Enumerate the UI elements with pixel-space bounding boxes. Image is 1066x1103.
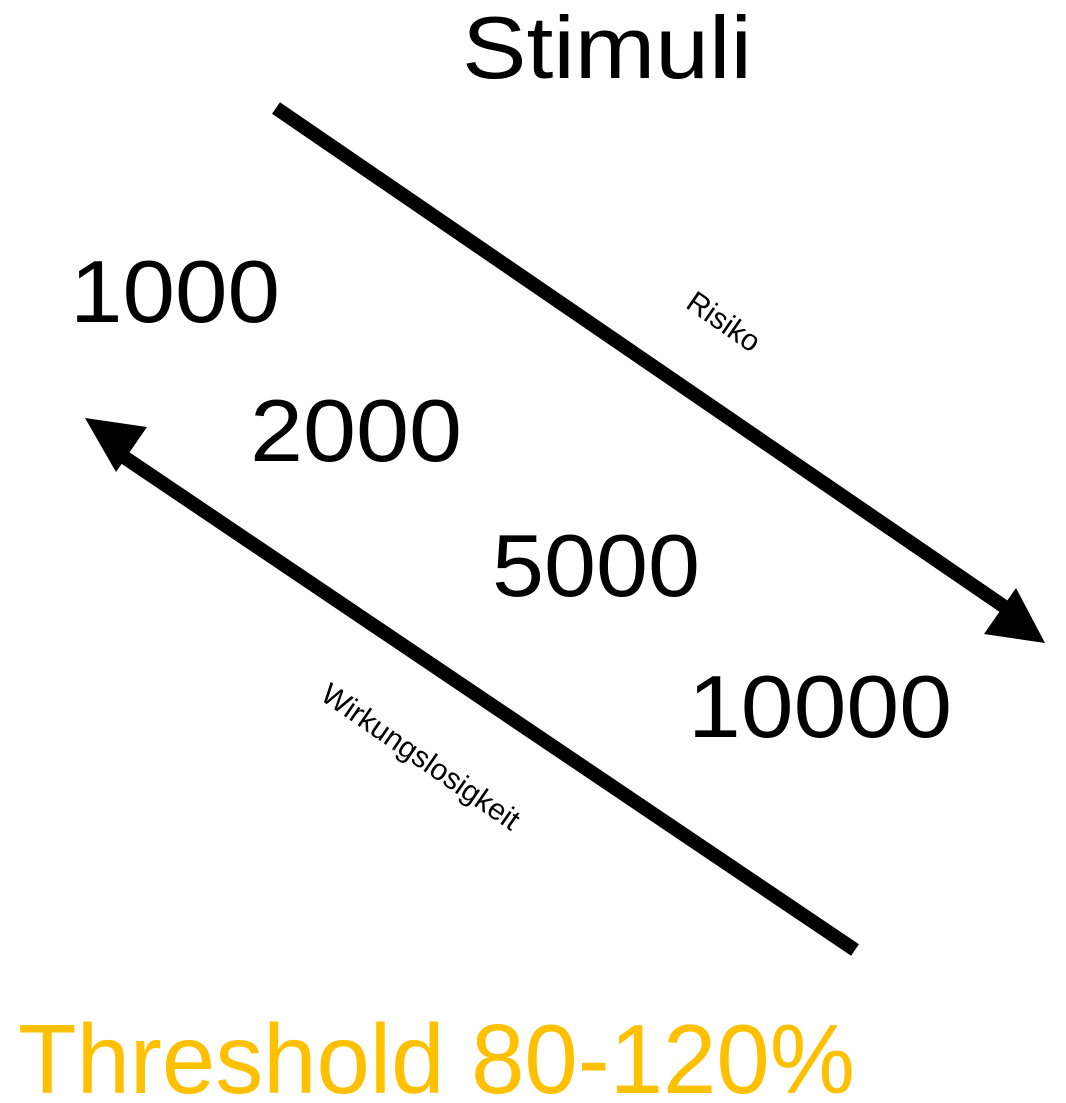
footer: Threshold 80-120% <box>18 1004 855 1103</box>
ineffectiveness-arrow-line <box>114 447 859 956</box>
risk-arrow-line <box>272 102 1016 618</box>
level: 1000 <box>70 242 280 341</box>
risk-label: Risiko <box>680 285 766 359</box>
risk-arrow-head <box>984 588 1045 643</box>
level: 2000 <box>250 381 462 480</box>
level: 5000 <box>492 516 700 615</box>
level: 10000 <box>688 657 952 756</box>
ineffectiveness-arrow-head <box>85 418 147 472</box>
title: Stimuli <box>462 0 752 97</box>
